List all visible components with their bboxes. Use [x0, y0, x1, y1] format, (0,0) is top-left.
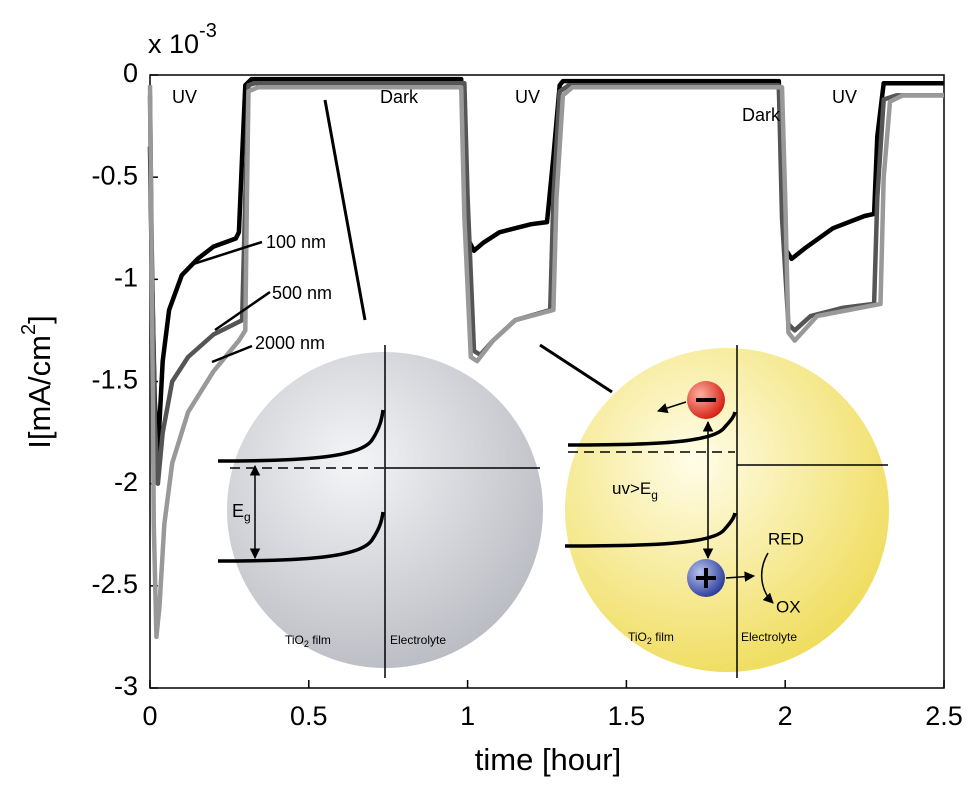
- phase-label: Dark: [742, 105, 781, 125]
- film-label: TiO2 film: [285, 633, 331, 649]
- inset-circle: [565, 348, 889, 672]
- multiplier-text: x 10: [148, 29, 199, 59]
- film-label: TiO2 film: [628, 630, 674, 646]
- excitation-subscript: g: [651, 488, 658, 502]
- excitation-label: uv>Eg: [612, 479, 658, 502]
- plot-frame: [149, 74, 945, 689]
- callout-line: [189, 240, 263, 267]
- excitation-text: uv>E: [612, 479, 651, 498]
- series-line: [147, 76, 944, 456]
- y-tick-label: -1.5: [91, 365, 138, 395]
- phase-label: Dark: [380, 87, 419, 107]
- series-label: 2000 nm: [255, 333, 325, 353]
- series-line: [147, 85, 944, 640]
- series-label: 500 nm: [272, 283, 332, 303]
- valence-band: [217, 511, 385, 563]
- gap-subscript: g: [244, 510, 251, 524]
- y-label-superscript: 2: [18, 324, 40, 335]
- film-subscript: 2: [647, 636, 652, 646]
- electrolyte-label: Electrolyte: [390, 633, 446, 647]
- phase-label: UV: [832, 87, 857, 107]
- y-tick-label: -3: [114, 671, 138, 701]
- x-tick-label: 1.5: [608, 701, 646, 731]
- series-label: 100 nm: [266, 232, 326, 252]
- electrolyte-label: Electrolyte: [741, 630, 797, 644]
- x-axis-label: time [hour]: [475, 742, 621, 777]
- multiplier-exponent: -3: [199, 20, 217, 42]
- gap-text: E: [232, 501, 244, 521]
- phase-label: UV: [515, 87, 540, 107]
- callout-line: [214, 290, 271, 332]
- leader-line: [539, 343, 613, 394]
- inset-uv: uv>Eg RED OX TiO2 film Electrolyte: [539, 343, 889, 678]
- leader-line: [323, 99, 367, 321]
- inset-dark: Eg TiO2 film Electrolyte: [217, 99, 543, 678]
- film-text: film: [652, 630, 674, 644]
- callout-line: [211, 344, 253, 364]
- oxidized-label: OX: [776, 597, 801, 616]
- conduction-band: [217, 409, 385, 463]
- conduction-band: [567, 411, 737, 447]
- valence-band: [564, 512, 737, 548]
- y-tick-label: 0: [123, 58, 138, 88]
- y-tick-label: -0.5: [91, 160, 138, 190]
- hole-arrow: [725, 571, 756, 582]
- film-subscript: 2: [304, 639, 309, 649]
- lines: [147, 76, 944, 640]
- film-text: TiO: [285, 633, 304, 647]
- x-tick-label: 2.5: [925, 701, 963, 731]
- callouts: 100 nm 500 nm 2000 nm UV Dark UV Dark UV: [172, 87, 857, 364]
- y-label-text: I[mA/cm: [22, 335, 57, 449]
- redox-arrow: [761, 552, 774, 604]
- y-axis-label: I[mA/cm2]: [18, 315, 57, 448]
- gap-label: Eg: [232, 501, 251, 524]
- x-tick-label: 0: [142, 701, 157, 731]
- x-tick-label: 0.5: [290, 701, 328, 731]
- reduced-label: RED: [768, 529, 804, 548]
- phase-label: UV: [172, 87, 197, 107]
- electron-arrow: [657, 401, 687, 414]
- x-tick-label: 1: [460, 701, 475, 731]
- film-text: TiO: [628, 630, 647, 644]
- y-tick-label: -2.5: [91, 569, 138, 599]
- y-tick-label: -1: [114, 262, 138, 292]
- film-text: film: [309, 633, 331, 647]
- y-multiplier: x 10-3: [148, 20, 217, 59]
- y-label-text: ]: [22, 315, 57, 324]
- x-tick-label: 2: [778, 701, 793, 731]
- axes: 0-0.5-1-1.5-2-2.5-30 0.5 1 1.5 2 2.5: [91, 58, 962, 731]
- y-tick-label: -2: [114, 467, 138, 497]
